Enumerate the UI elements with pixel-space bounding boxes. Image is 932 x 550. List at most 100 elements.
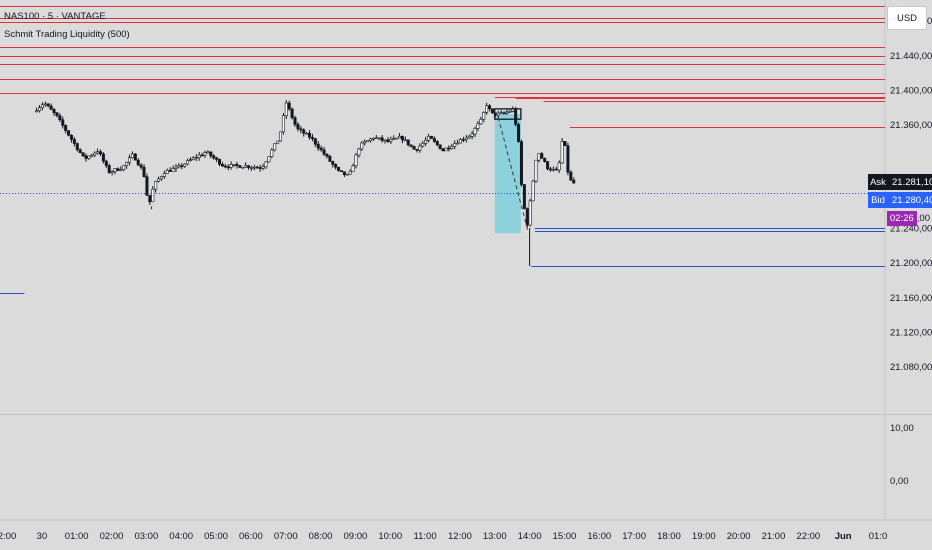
candle-body — [218, 159, 222, 165]
candle-body — [252, 166, 256, 169]
candle-body — [58, 115, 62, 120]
candle-body — [435, 141, 439, 146]
candle-body — [540, 153, 544, 159]
candle-body — [241, 166, 245, 169]
candle-body — [180, 165, 184, 167]
candle-body — [113, 168, 117, 172]
candle-body — [212, 155, 216, 159]
price-tick-label: 21.360,00 — [890, 120, 932, 131]
candle-body — [456, 142, 460, 145]
candle-body — [389, 139, 393, 142]
oscillator-tick-label: 0,00 — [890, 476, 909, 487]
candle-body — [537, 153, 541, 161]
candle-body — [290, 108, 294, 119]
time-tick-label: 16:00 — [587, 531, 611, 542]
countdown-row: 02:26 ,00 — [887, 210, 930, 226]
candle-body — [194, 157, 198, 159]
candle-body — [543, 158, 547, 162]
candle-body — [432, 138, 436, 142]
time-tick-label: 05:00 — [204, 531, 228, 542]
plot-area[interactable] — [0, 0, 885, 520]
candle-body — [67, 130, 71, 136]
candle-body — [215, 157, 219, 160]
candle-body — [151, 188, 155, 203]
candle-body — [531, 180, 535, 202]
candle-body — [235, 164, 239, 166]
candle-body — [395, 137, 399, 140]
candle-body — [43, 103, 47, 106]
candle-body — [450, 146, 454, 149]
price-axis[interactable] — [885, 0, 932, 550]
symbol-title[interactable]: NAS100 · 5 · VANTAGE — [4, 11, 106, 22]
candle-body — [200, 154, 204, 157]
time-tick-label: 03:00 — [134, 531, 158, 542]
ask-label: Ask — [870, 176, 886, 188]
candle-body — [447, 147, 451, 150]
candle-body — [110, 171, 114, 173]
candle-body — [398, 136, 402, 139]
candle-body — [522, 184, 526, 209]
candle-body — [415, 149, 419, 151]
order-block-box — [494, 108, 522, 120]
candle-body — [337, 166, 341, 171]
candle-body — [55, 112, 59, 116]
candle-body — [264, 161, 268, 168]
candle-body — [276, 140, 280, 145]
candle-body — [380, 137, 384, 141]
candle-body — [429, 136, 433, 139]
candle-body — [488, 105, 492, 110]
candle-body — [377, 137, 381, 140]
time-tick-label: 21:00 — [762, 531, 786, 542]
candle-body — [551, 168, 555, 171]
candle-body — [368, 138, 372, 141]
candle-body — [61, 119, 65, 126]
candle-body — [130, 153, 134, 158]
candle-body — [226, 166, 230, 169]
price-tick-label: 21.080,00 — [890, 362, 932, 373]
candle-body — [461, 139, 465, 141]
candle-body — [316, 143, 320, 149]
candle-body — [473, 128, 477, 135]
candle-body — [278, 131, 282, 142]
candle-body — [322, 149, 326, 155]
candle-body — [421, 142, 425, 147]
candle-body — [174, 166, 178, 169]
candle-body — [485, 105, 489, 113]
candle-body — [453, 143, 457, 147]
time-tick-label: 10:00 — [378, 531, 402, 542]
candle-body — [104, 160, 108, 166]
candle-body — [38, 107, 42, 112]
candle-body — [546, 161, 550, 170]
candle-body — [563, 141, 567, 147]
candle-body — [107, 165, 111, 173]
candle-body — [154, 181, 158, 190]
candle-body — [293, 117, 297, 125]
candle-body — [339, 170, 343, 172]
candle-body — [299, 128, 303, 131]
time-tick-label: 15:00 — [553, 531, 577, 542]
time-tick-label: 12:00 — [448, 531, 472, 542]
candle-body — [75, 143, 79, 150]
indicator-legend[interactable]: Schmit Trading Liquidity (500) — [4, 29, 130, 40]
candle-body — [412, 146, 416, 150]
candle-body — [232, 164, 236, 166]
candle-body — [392, 137, 396, 140]
candle-body — [296, 124, 300, 130]
candle-body — [508, 111, 512, 113]
candle-body — [400, 136, 404, 141]
candle-body — [310, 136, 314, 140]
candle-body — [177, 165, 181, 168]
candle-body — [162, 173, 166, 177]
candle-body — [476, 123, 480, 129]
candle-body — [496, 112, 500, 116]
candle-body — [188, 159, 192, 161]
candle-body — [270, 149, 274, 157]
currency-button[interactable]: USD — [887, 6, 927, 30]
candle-body — [569, 171, 573, 181]
time-tick-label: 07:00 — [274, 531, 298, 542]
candle-body — [69, 134, 73, 140]
candle-body — [554, 168, 558, 171]
candle-body — [313, 138, 317, 145]
candle-body — [519, 141, 523, 185]
